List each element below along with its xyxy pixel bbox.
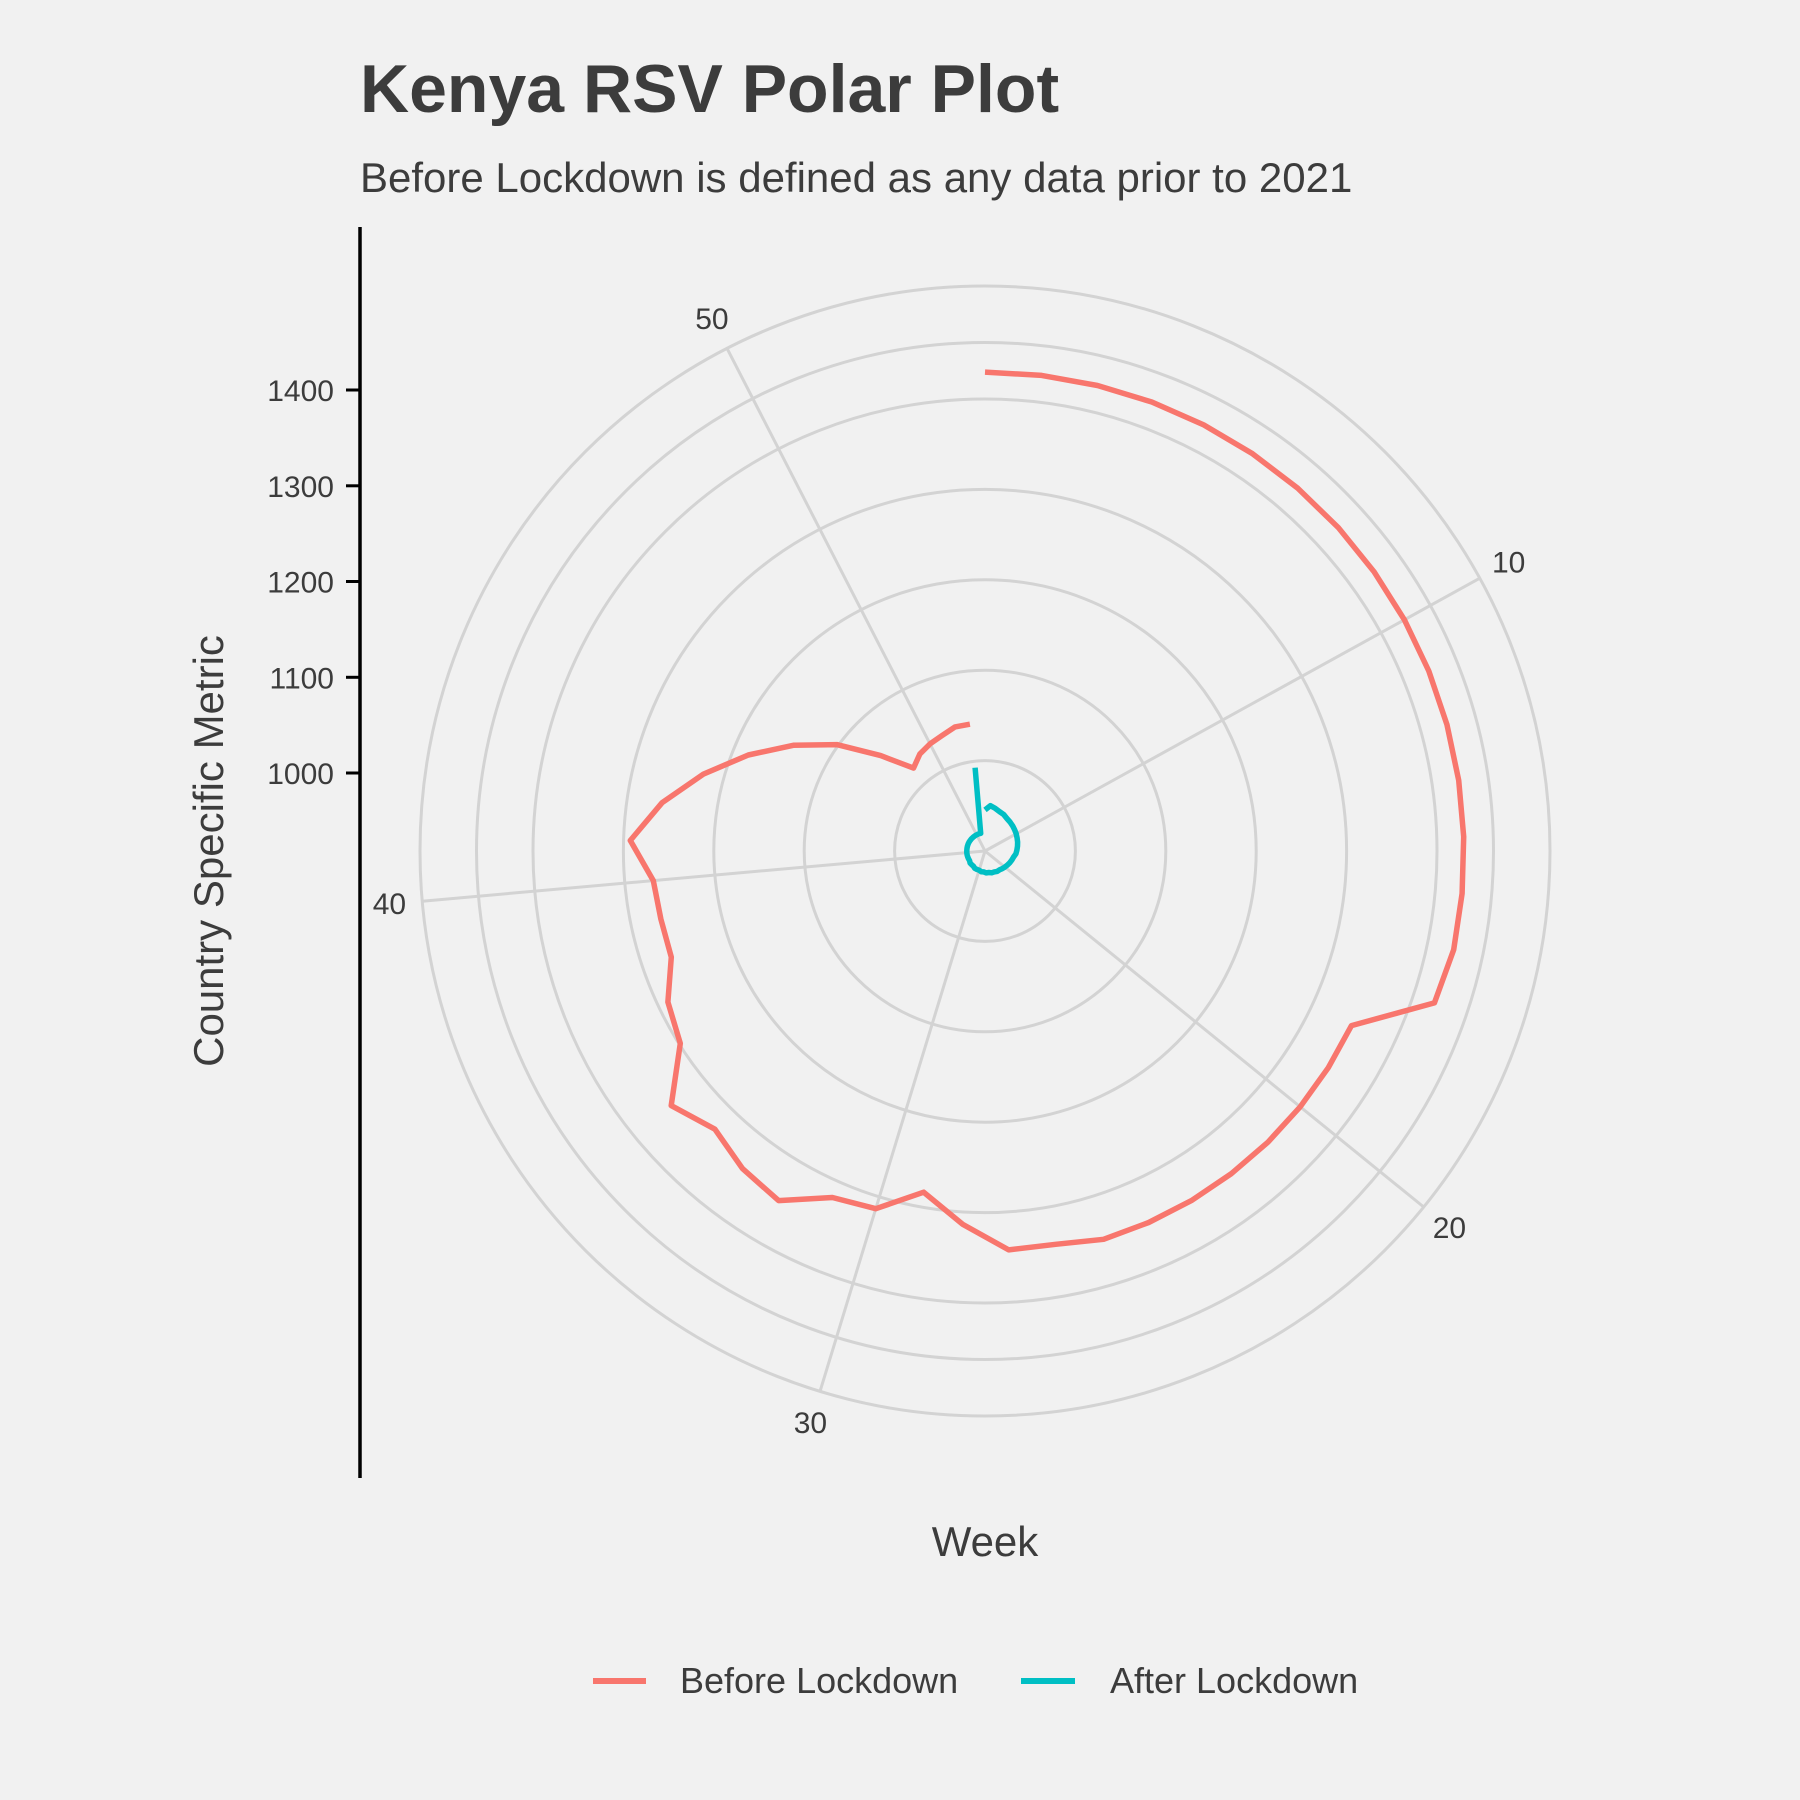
- grid-ring: [418, 284, 1552, 1418]
- x-axis-title: Week: [932, 1518, 1040, 1565]
- y-tick-label: 1300: [267, 471, 334, 504]
- grid-ring: [531, 397, 1439, 1305]
- grid-ring: [893, 759, 1077, 943]
- grid-spoke: [422, 849, 986, 903]
- grid-spoke: [725, 347, 987, 852]
- week-tick-label: 50: [695, 303, 728, 336]
- week-tick-label: 30: [794, 1407, 827, 1440]
- legend: Before Lockdown After Lockdown: [593, 1660, 1358, 1701]
- series-lines: [627, 369, 1467, 1253]
- legend-label-before-lockdown: Before Lockdown: [680, 1660, 958, 1701]
- grid-ring: [621, 487, 1349, 1215]
- chart-title: Kenya RSV Polar Plot: [360, 51, 1059, 127]
- chart-subtitle: Before Lockdown is defined as any data p…: [360, 154, 1352, 201]
- series-line-before-lockdown: [627, 369, 1467, 1253]
- week-tick-label: 20: [1433, 1212, 1466, 1245]
- series-line-after-lockdown: [964, 767, 1021, 876]
- week-tick-label: 10: [1492, 546, 1525, 579]
- legend-label-after-lockdown: After Lockdown: [1110, 1660, 1358, 1701]
- week-tick-label: 40: [373, 888, 406, 921]
- y-tick-label: 1400: [267, 375, 334, 408]
- y-tick-label: 1000: [267, 758, 334, 791]
- grid-spoke: [984, 849, 1425, 1209]
- grid-ring: [475, 341, 1495, 1361]
- grid-spoke: [984, 576, 1481, 853]
- grid-ring: [712, 578, 1258, 1124]
- grid-spoke: [818, 850, 987, 1392]
- polar-grid: [418, 284, 1552, 1418]
- grid-ring: [802, 668, 1168, 1034]
- y-axis-title: Country Specific Metric: [185, 635, 232, 1067]
- week-tick-labels: 10 20 30 40 50: [373, 303, 1526, 1440]
- y-axis-ticks: 1000 1100 1200 1300 1400: [267, 375, 360, 791]
- y-tick-label: 1100: [269, 662, 334, 695]
- y-tick-label: 1200: [267, 567, 334, 600]
